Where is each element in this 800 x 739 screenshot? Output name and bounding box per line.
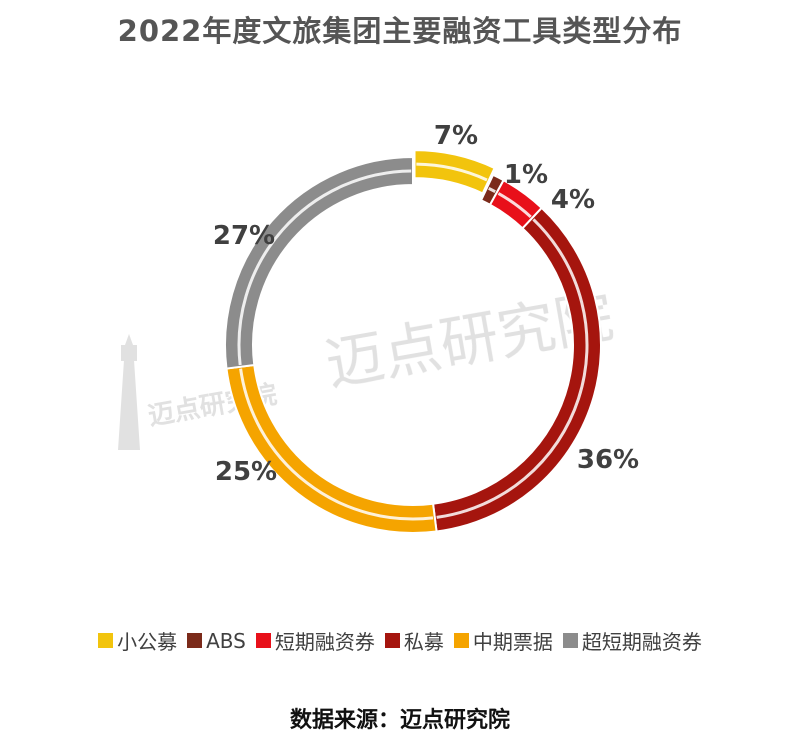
slice-label: 7% — [434, 121, 478, 151]
legend-item: 小公募 — [98, 626, 177, 655]
slice-超短期融资券 — [224, 155, 414, 370]
slice-ring-line — [497, 192, 532, 219]
legend-label: ABS — [206, 628, 246, 653]
slice-labels: 7% 1%4% 36% 25% 27% — [213, 121, 639, 487]
legend-swatch — [562, 633, 578, 648]
slice-ring-line — [436, 218, 589, 519]
legend-label: 超短期融资券 — [581, 630, 702, 654]
chart-title: 2022年度文旅集团主要融资工具类型分布 — [117, 14, 683, 48]
legend-label: 私募 — [403, 630, 444, 654]
source-note: 数据来源：迈点研究院 — [289, 708, 510, 733]
legend-label: 小公募 — [117, 630, 178, 654]
slice-label: 1% — [504, 160, 548, 190]
slices — [224, 149, 602, 534]
legend-item: ABS — [187, 629, 246, 653]
legend-label: 中期票据 — [472, 630, 553, 654]
legend-swatch — [187, 633, 203, 648]
slice-小公募 — [413, 149, 496, 195]
legend: 小公募 ABS 短期融资券 私募 中期票据 超短期融资券 — [0, 626, 800, 655]
legend-item: 超短期融资券 — [562, 626, 702, 655]
slice-label: 4% — [551, 185, 595, 215]
slice-label: 25% — [215, 457, 277, 487]
legend-swatch — [255, 633, 271, 648]
watermark: 迈点研究院 迈点研究院 — [118, 281, 618, 450]
slice-ring-line — [416, 162, 488, 182]
legend-label: 短期融资券 — [274, 630, 375, 654]
slice-path — [413, 149, 496, 195]
slice-ring-line — [239, 368, 434, 521]
legend-swatch — [453, 633, 469, 648]
slice-label: 27% — [213, 221, 275, 251]
lighthouse-icon — [118, 334, 140, 450]
legend-item: 短期融资券 — [255, 626, 375, 655]
legend-item: 中期票据 — [453, 626, 553, 655]
donut-chart: 迈点研究院 迈点研究院 7% 1%4% 36% 25% 27% — [118, 121, 639, 534]
slice-ring-line — [488, 186, 496, 193]
legend-swatch — [98, 633, 114, 648]
legend-item: 私募 — [384, 626, 444, 655]
slice-label: 36% — [577, 445, 639, 475]
legend-swatch — [384, 633, 400, 648]
slice-ring-line — [237, 169, 412, 366]
